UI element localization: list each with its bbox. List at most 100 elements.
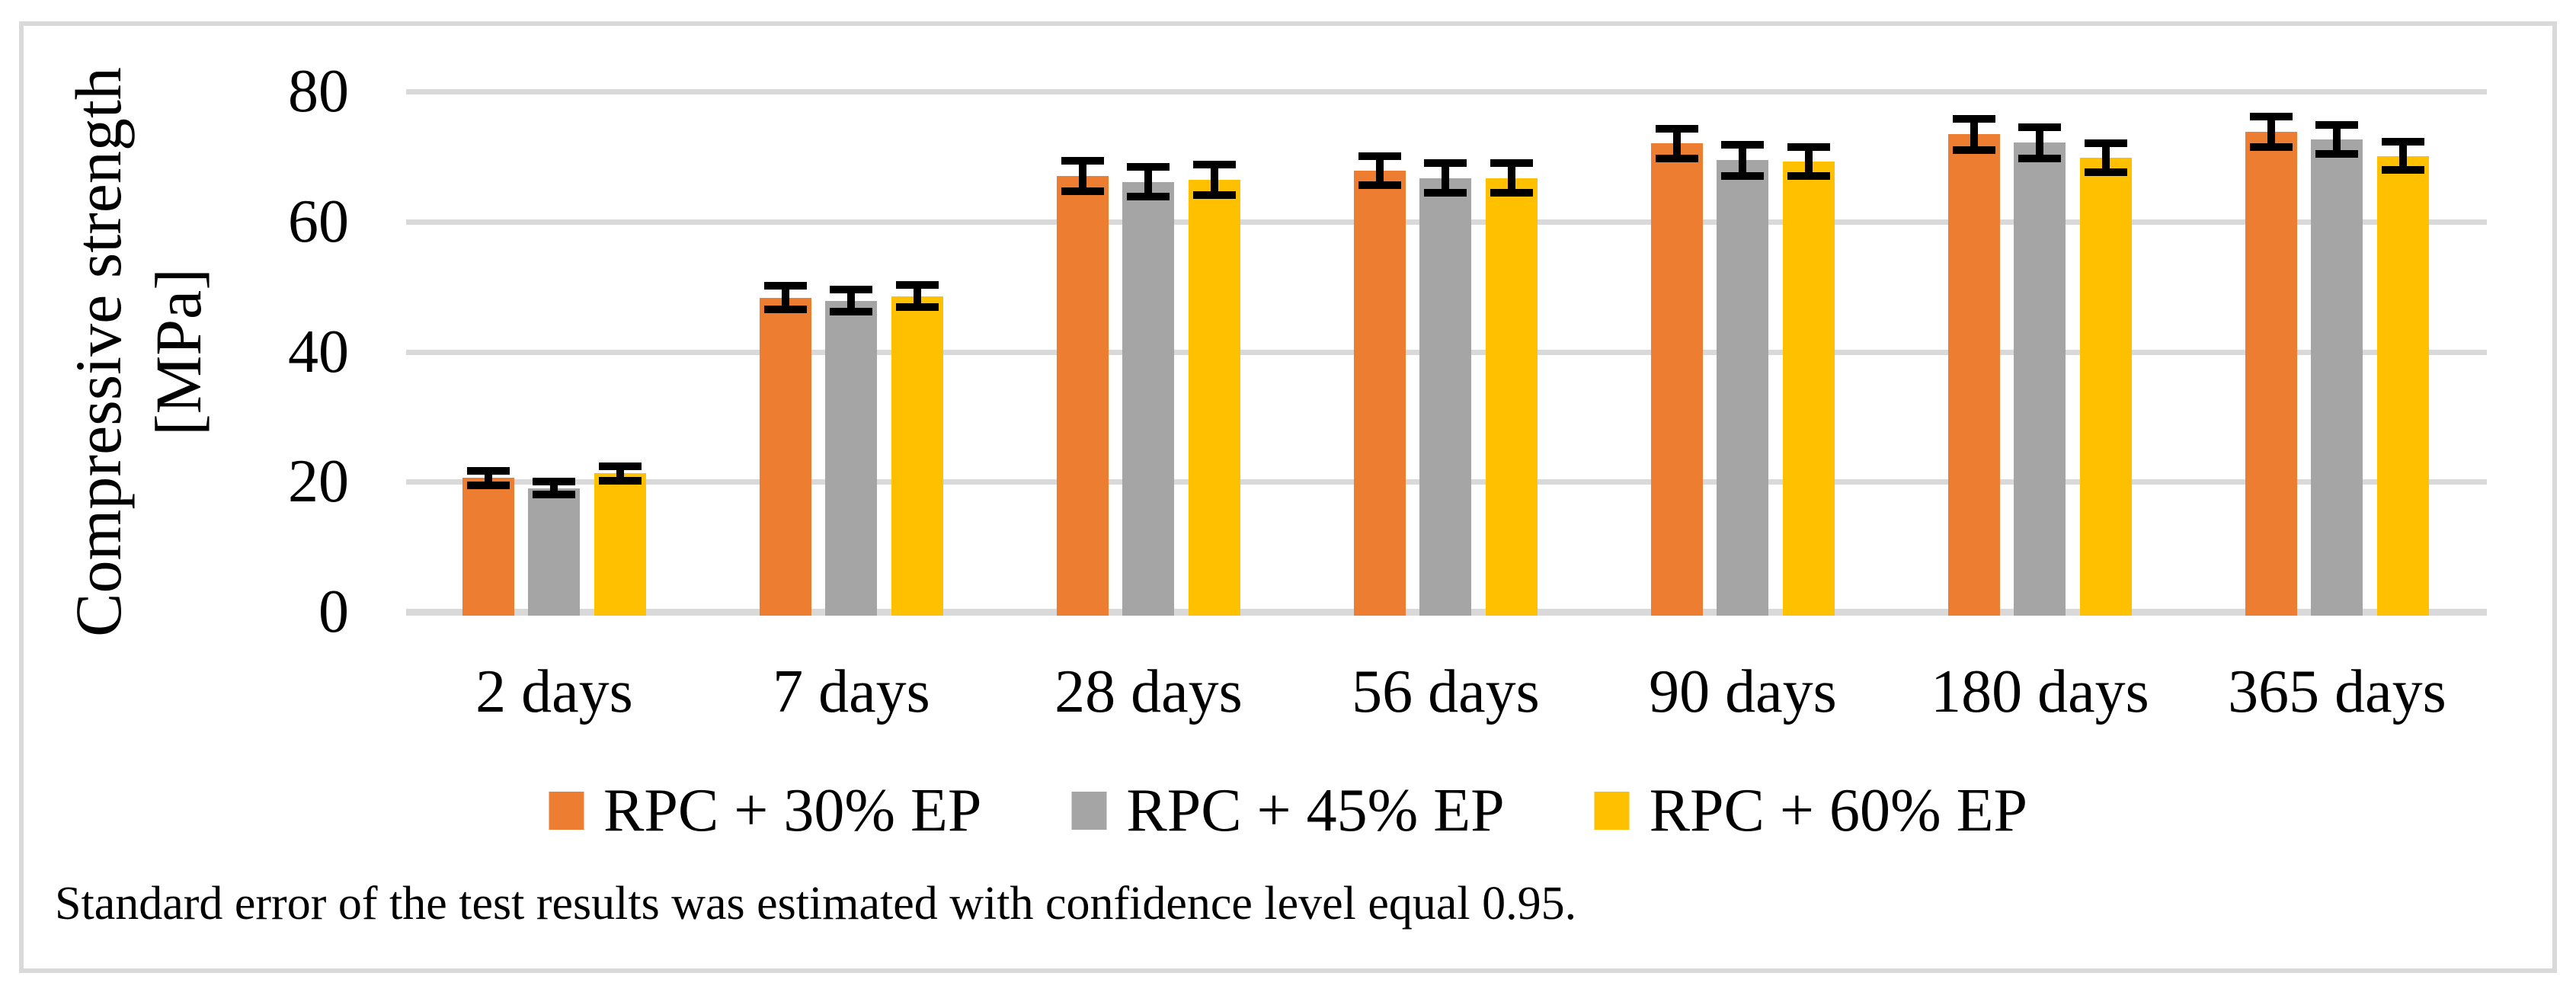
- bar-rpc-45-ep-90-days: [1717, 160, 1768, 616]
- legend-item-rpc-60-ep: RPC + 60% EP: [1594, 774, 2027, 847]
- error-bar-line: [2399, 141, 2407, 171]
- y-axis-title-line1: Compressive strength: [62, 67, 135, 637]
- error-bar-cap-top: [2085, 139, 2127, 148]
- error-bar-line: [1144, 167, 1152, 197]
- bar-rpc-30-ep-7-days: [760, 297, 811, 616]
- error-bar-cap-top: [2018, 123, 2061, 131]
- error-bar-line: [2036, 126, 2043, 158]
- error-bar-cap-bottom: [2315, 149, 2358, 158]
- error-bar-line: [2333, 125, 2341, 154]
- error-bar-cap-bottom: [830, 308, 872, 316]
- bar-rpc-60-ep-180-days: [2080, 158, 2132, 616]
- error-bar-cap-bottom: [2382, 166, 2424, 174]
- bar-rpc-30-ep-90-days: [1651, 143, 1703, 616]
- y-axis-title: Compressive strength [MPa]: [59, 0, 219, 923]
- error-bar-cap-bottom: [467, 481, 510, 489]
- error-bar-line: [1739, 145, 1746, 176]
- error-bar-line: [1442, 162, 1449, 194]
- error-bar-cap-bottom: [599, 476, 642, 485]
- y-tick-label-60: 60: [288, 187, 349, 255]
- footnote-text: Standard error of the test results was e…: [55, 878, 1577, 930]
- legend: RPC + 30% EP RPC + 45% EP RPC + 60% EP: [549, 774, 2027, 847]
- error-bar-line: [1508, 162, 1515, 194]
- error-bar-cap-top: [1721, 141, 1764, 149]
- legend-label: RPC + 45% EP: [1126, 777, 1505, 844]
- error-bar-cap-top: [1127, 163, 1170, 171]
- error-bar-line: [1970, 118, 1978, 150]
- gridline-80: [406, 89, 2487, 94]
- bar-rpc-45-ep-28-days: [1122, 181, 1174, 616]
- error-bar-cap-bottom: [2250, 142, 2293, 151]
- bar-rpc-60-ep-56-days: [1486, 178, 1538, 616]
- bar-rpc-60-ep-2-days: [594, 473, 646, 616]
- bar-rpc-60-ep-90-days: [1783, 162, 1835, 616]
- legend-label: RPC + 60% EP: [1649, 777, 2027, 844]
- error-bar-cap-bottom: [1424, 189, 1467, 197]
- error-bar-line: [1211, 165, 1218, 195]
- bar-rpc-30-ep-28-days: [1057, 175, 1109, 616]
- bar-rpc-30-ep-2-days: [462, 478, 514, 616]
- error-bar-cap-top: [1358, 152, 1401, 161]
- error-bar-cap-top: [1490, 158, 1533, 167]
- error-bar-line: [782, 286, 789, 309]
- legend-swatch-icon: [1071, 792, 1107, 830]
- error-bar-cap-bottom: [2085, 168, 2127, 176]
- bar-rpc-30-ep-180-days: [1948, 134, 2000, 616]
- x-category-label-365-days: 365 days: [2228, 658, 2446, 725]
- error-bar-cap-top: [2315, 121, 2358, 130]
- error-bar-cap-top: [467, 466, 510, 475]
- y-tick-label-40: 40: [288, 318, 349, 386]
- error-bar-line: [2267, 117, 2275, 147]
- error-bar-cap-bottom: [1721, 171, 1764, 180]
- legend-item-rpc-45-ep: RPC + 45% EP: [1071, 774, 1505, 847]
- error-bar-cap-bottom: [533, 491, 575, 499]
- bar-rpc-60-ep-365-days: [2377, 155, 2429, 616]
- y-tick-label-80: 80: [288, 58, 349, 125]
- error-bar-cap-bottom: [1193, 190, 1236, 199]
- legend-swatch-icon: [1594, 792, 1630, 830]
- error-bar-line: [485, 470, 492, 485]
- error-bar-cap-bottom: [1787, 171, 1830, 180]
- error-bar-line: [847, 290, 855, 312]
- error-bar-line: [616, 466, 624, 481]
- bar-rpc-45-ep-2-days: [528, 488, 580, 616]
- error-bar-cap-top: [896, 281, 939, 290]
- error-bar-line: [1673, 128, 1681, 158]
- bar-rpc-60-ep-7-days: [891, 296, 943, 616]
- error-bar-line: [1376, 156, 1384, 185]
- error-bar-cap-top: [1424, 158, 1467, 167]
- error-bar-cap-bottom: [1061, 187, 1104, 195]
- error-bar-cap-bottom: [764, 306, 807, 313]
- x-category-label-56-days: 56 days: [1352, 658, 1540, 725]
- bar-rpc-30-ep-365-days: [2245, 131, 2297, 616]
- bar-rpc-30-ep-56-days: [1354, 171, 1406, 616]
- error-bar-line: [914, 285, 921, 308]
- bar-rpc-45-ep-7-days: [825, 300, 877, 616]
- x-category-label-28-days: 28 days: [1054, 658, 1243, 725]
- bar-rpc-60-ep-28-days: [1189, 180, 1240, 616]
- error-bar-cap-bottom: [1490, 189, 1533, 197]
- error-bar-cap-top: [533, 478, 575, 486]
- x-category-label-180-days: 180 days: [1931, 658, 2149, 725]
- error-bar-cap-bottom: [1358, 181, 1401, 189]
- error-bar-line: [550, 482, 558, 495]
- y-tick-label-0: 0: [318, 578, 349, 645]
- legend-label: RPC + 30% EP: [603, 777, 982, 844]
- error-bar-cap-top: [1787, 143, 1830, 152]
- error-bar-line: [2102, 143, 2110, 172]
- y-tick-label-20: 20: [288, 448, 349, 516]
- error-bar-cap-bottom: [1656, 154, 1698, 162]
- error-bar-line: [1805, 147, 1813, 176]
- legend-item-rpc-30-ep: RPC + 30% EP: [549, 774, 981, 847]
- bar-rpc-45-ep-365-days: [2311, 139, 2363, 616]
- x-category-label-2-days: 2 days: [475, 658, 633, 725]
- error-bar-cap-bottom: [1127, 193, 1170, 201]
- error-bar-line: [1079, 161, 1086, 191]
- error-bar-cap-bottom: [896, 303, 939, 312]
- error-bar-cap-top: [830, 286, 872, 294]
- figure-border: [19, 21, 2557, 973]
- x-category-label-90-days: 90 days: [1649, 658, 1837, 725]
- error-bar-cap-top: [1953, 114, 1995, 123]
- error-bar-cap-top: [2250, 113, 2293, 121]
